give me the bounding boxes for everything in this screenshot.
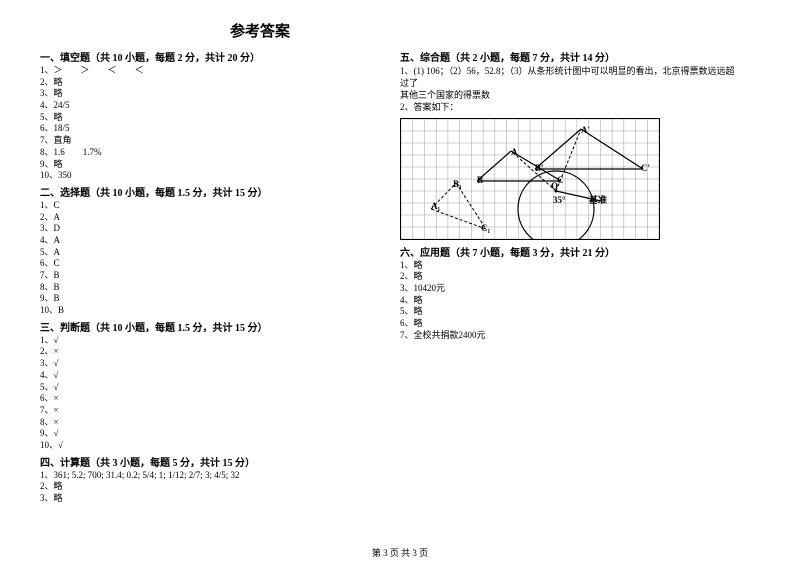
section-6-header: 六、应用题（共 7 小题，每题 3 分，共计 21 分） bbox=[400, 244, 740, 259]
section-5-text: 1、(1) 106；（2）56，52.8；（3）从条形统计图中可以明显的看出，北… bbox=[400, 65, 740, 89]
answer-item: 5、A bbox=[40, 247, 380, 259]
answer-item: 1、√ bbox=[40, 335, 380, 347]
svg-text:B₁: B₁ bbox=[453, 179, 462, 189]
answer-item: 2、A bbox=[40, 212, 380, 224]
svg-text:A₁: A₁ bbox=[431, 201, 440, 211]
page-title: 参考答案 bbox=[110, 20, 410, 41]
answer-item: 2、略 bbox=[400, 271, 740, 283]
section-1-header: 一、填空题（共 10 小题，每题 2 分，共计 20 分） bbox=[40, 49, 380, 64]
answer-item: 8、× bbox=[40, 417, 380, 429]
section-6-list: 1、略 2、略 3、10420元 4、略 5、略 6、略 7、全校共捐款2400… bbox=[400, 260, 740, 342]
answer-item: 5、略 bbox=[400, 306, 740, 318]
answer-item: 9、B bbox=[40, 293, 380, 305]
answer-item: 6、略 bbox=[400, 318, 740, 330]
answer-item: 1、C bbox=[40, 200, 380, 212]
answer-item: 1、略 bbox=[400, 260, 740, 272]
section-5-header: 五、综合题（共 2 小题，每题 7 分，共计 14 分） bbox=[400, 49, 740, 64]
answer-item: 4、略 bbox=[400, 295, 740, 307]
section-4-header: 四、计算题（共 3 小题，每题 5 分，共计 15 分） bbox=[40, 454, 380, 469]
answer-item: 4、24/5 bbox=[40, 100, 380, 112]
answer-item: 1、361; 5.2; 700; 31.4; 0.2; 5/4; 1; 1/12… bbox=[40, 470, 380, 482]
svg-text:35°: 35° bbox=[553, 195, 566, 205]
answer-item: 2、× bbox=[40, 346, 380, 358]
answer-item: 3、√ bbox=[40, 358, 380, 370]
answer-item: 9、√ bbox=[40, 428, 380, 440]
answer-item: 7、直角 bbox=[40, 135, 380, 147]
answer-item: 4、A bbox=[40, 235, 380, 247]
left-column: 一、填空题（共 10 小题，每题 2 分，共计 20 分） 1、＞ ＞ ＜ ＜ … bbox=[40, 47, 380, 505]
answer-item: 5、略 bbox=[40, 112, 380, 124]
answer-item: 4、√ bbox=[40, 370, 380, 382]
svg-text:C₁: C₁ bbox=[481, 223, 490, 233]
svg-text:O: O bbox=[551, 181, 558, 191]
answer-item: 8、B bbox=[40, 282, 380, 294]
answer-item: 5、√ bbox=[40, 382, 380, 394]
section-1-list: 1、＞ ＞ ＜ ＜ 2、略 3、略 4、24/5 5、略 6、18/5 7、直角… bbox=[40, 65, 380, 182]
page-footer: 第 3 页 共 3 页 bbox=[0, 546, 800, 559]
content-columns: 一、填空题（共 10 小题，每题 2 分，共计 20 分） 1、＞ ＞ ＜ ＜ … bbox=[40, 47, 760, 505]
answer-item: 7、全校共捐款2400元 bbox=[400, 330, 740, 342]
answer-item: 7、B bbox=[40, 270, 380, 282]
svg-text:B': B' bbox=[535, 163, 544, 173]
answer-item: 3、略 bbox=[40, 88, 380, 100]
answer-item: 7、× bbox=[40, 405, 380, 417]
section-2-header: 二、选择题（共 10 小题，每题 1.5 分，共计 15 分） bbox=[40, 184, 380, 199]
answer-item: 6、× bbox=[40, 393, 380, 405]
section-4-list: 1、361; 5.2; 700; 31.4; 0.2; 5/4; 1; 1/12… bbox=[40, 470, 380, 505]
answer-item: 3、D bbox=[40, 223, 380, 235]
svg-text:基准: 基准 bbox=[588, 194, 607, 205]
section-3-list: 1、√ 2、× 3、√ 4、√ 5、√ 6、× 7、× 8、× 9、√ 10、√ bbox=[40, 335, 380, 452]
answer-item: 10、350 bbox=[40, 170, 380, 182]
svg-text:C': C' bbox=[641, 163, 650, 173]
section-2-list: 1、C 2、A 3、D 4、A 5、A 6、C 7、B 8、B 9、B 10、B bbox=[40, 200, 380, 317]
answer-item: 9、略 bbox=[40, 159, 380, 171]
answer-item: 10、√ bbox=[40, 440, 380, 452]
answer-item: 8、1.6 1.7% bbox=[40, 147, 380, 159]
answer-item: 1、＞ ＞ ＜ ＜ bbox=[40, 65, 380, 77]
section-5-text: 其他三个国家的得票数 bbox=[400, 89, 740, 101]
geometry-diagram: A'B'C'ABCA₁B₁C₁O35°基准 bbox=[400, 118, 660, 240]
svg-text:A: A bbox=[511, 147, 518, 157]
answer-item: 2、略 bbox=[40, 481, 380, 493]
svg-text:A': A' bbox=[581, 125, 590, 135]
answer-item: 3、略 bbox=[40, 493, 380, 505]
answer-item: 6、18/5 bbox=[40, 123, 380, 135]
section-5-text: 2、答案如下： bbox=[400, 101, 740, 113]
svg-text:B: B bbox=[477, 175, 483, 185]
answer-item: 2、略 bbox=[40, 77, 380, 89]
section-3-header: 三、判断题（共 10 小题，每题 1.5 分，共计 15 分） bbox=[40, 319, 380, 334]
answer-item: 3、10420元 bbox=[400, 283, 740, 295]
answer-item: 10、B bbox=[40, 305, 380, 317]
diagram-svg: A'B'C'ABCA₁B₁C₁O35°基准 bbox=[401, 119, 659, 239]
right-column: 五、综合题（共 2 小题，每题 7 分，共计 14 分） 1、(1) 106；（… bbox=[400, 47, 740, 505]
answer-item: 6、C bbox=[40, 258, 380, 270]
